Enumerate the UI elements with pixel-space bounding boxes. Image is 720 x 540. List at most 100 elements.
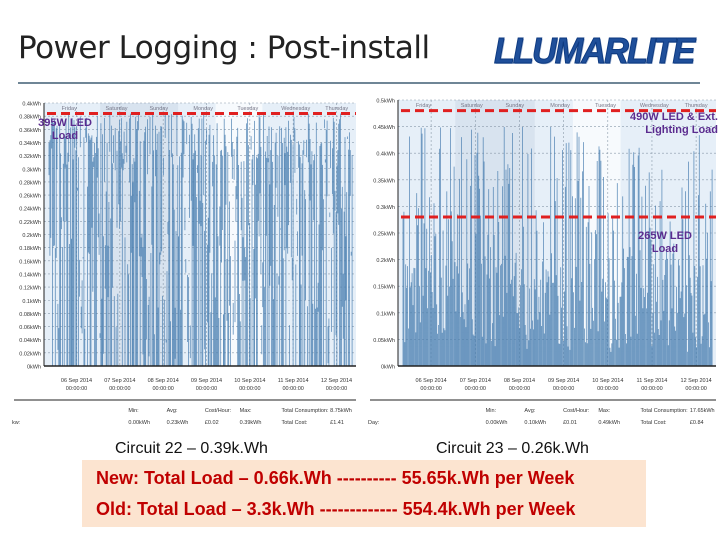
summary-new-load: New: Total Load – 0.66k.Wh ---------- 55… [96, 468, 575, 488]
stats-header: Cost/Hour: [205, 408, 232, 414]
y-tick-label: 0kWh [27, 365, 41, 371]
circuit-22-chart: 0.4kWh 0.38kWh 0.36kWh 0.34kWh 0.32kWh 0.3kWh… [10, 95, 358, 435]
y-tick-label: 0.4kWh [22, 102, 41, 108]
annotation-265w: 265W LED Load [638, 230, 692, 255]
x-tick-label: 12 Sep 2014 [681, 378, 712, 384]
x-tick-time: 00:00:00 [66, 386, 87, 392]
x-tick-label: 08 Sep 2014 [148, 378, 179, 384]
x-tick-time: 00:00:00 [282, 386, 303, 392]
x-tick-time: 00:00:00 [196, 386, 217, 392]
x-tick-label: 12 Sep 2014 [321, 378, 352, 384]
x-tick-time: 00:00:00 [553, 386, 574, 392]
y-tick-label: 0.05kWh [373, 338, 395, 344]
x-tick-label: 11 Sep 2014 [278, 378, 309, 384]
stats-value: £0.84 [690, 420, 704, 426]
y-tick-label: 0.1kWh [376, 311, 395, 317]
y-tick-label: 0kWh [381, 365, 395, 371]
y-tick-label: 0.12kWh [19, 286, 41, 292]
stats-header: Avg: [524, 408, 535, 414]
day-label: Monday [550, 103, 570, 109]
stats-value: 0.49kWh [598, 420, 620, 426]
caption-circuit-22: Circuit 22 – 0.39k.Wh [115, 440, 268, 457]
summary-old-load: Old: Total Load – 3.3k.Wh ------------- … [96, 499, 576, 519]
day-label: Tuesday [237, 106, 258, 112]
day-label: Sunday [505, 103, 524, 109]
stats-value: Total Cost: [641, 420, 667, 426]
y-tick-label: 0.35kWh [373, 178, 395, 184]
day-label: Saturday [106, 106, 128, 112]
day-label: Friday [416, 103, 432, 109]
x-tick-label: 09 Sep 2014 [191, 378, 222, 384]
y-tick-label: 0.26kWh [19, 194, 41, 200]
energy-series-line [48, 113, 353, 366]
y-tick-label: 0.2kWh [376, 258, 395, 264]
day-label: Friday [62, 106, 78, 112]
y-tick-label: 0.16kWh [19, 259, 41, 265]
x-tick-time: 00:00:00 [641, 386, 662, 392]
annotation-395w: 395W LED Load [38, 117, 92, 142]
total-consumption-value: 17.65kWh [690, 408, 715, 414]
stats-value: 0.00kWh [486, 420, 508, 426]
y-tick-label: 0.3kWh [376, 205, 395, 211]
x-tick-label: 10 Sep 2014 [234, 378, 265, 384]
y-tick-label: 0.22kWh [19, 220, 41, 226]
y-tick-label: 0.45kWh [373, 125, 395, 131]
stats-value: Total Cost: [281, 420, 307, 426]
stats-value: 0.23kWh [167, 420, 189, 426]
x-tick-time: 00:00:00 [465, 386, 486, 392]
day-label: Thursday [685, 103, 708, 109]
y-tick-label: 0.08kWh [19, 312, 41, 318]
circuit-23-chart: 0.5kWh 0.45kWh 0.4kWh 0.35kWh 0.3kWh 0.25kWh 0… [366, 92, 718, 432]
x-tick-time: 00:00:00 [420, 386, 441, 392]
y-tick-label: 0.06kWh [19, 325, 41, 331]
day-label: Thursday [325, 106, 348, 112]
y-tick-label: 0.5kWh [376, 99, 395, 105]
y-tick-label: 0.36kWh [19, 128, 41, 134]
x-tick-label: 06 Sep 2014 [416, 378, 447, 384]
stats-header: Total Consumption: [641, 408, 689, 414]
stats-value: 0.10kWh [524, 420, 546, 426]
annotation-490w: 490W LED & Ext. Lighting Load [629, 111, 718, 136]
y-tick-label: 0.18kWh [19, 246, 41, 252]
stats-header: Max: [240, 408, 252, 414]
x-tick-time: 00:00:00 [326, 386, 347, 392]
title-divider [18, 82, 700, 84]
stats-value: £0.02 [205, 420, 219, 426]
x-tick-time: 00:00:00 [509, 386, 530, 392]
y-tick-label: 0.28kWh [19, 180, 41, 186]
stats-value: £1.41 [330, 420, 344, 426]
stats-value: £0.01 [563, 420, 577, 426]
y-tick-label: 0.24kWh [19, 207, 41, 213]
slide-title: Power Logging : Post-install [18, 30, 430, 66]
stats-header: Min: [486, 408, 497, 414]
day-label: Saturday [461, 103, 483, 109]
caption-circuit-23: Circuit 23 – 0.26k.Wh [436, 440, 589, 457]
y-tick-label: 0.1kWh [22, 299, 41, 305]
summary-box: New: Total Load – 0.66k.Wh ---------- 55… [82, 460, 646, 527]
x-tick-time: 00:00:00 [685, 386, 706, 392]
day-label: Tuesday [595, 103, 616, 109]
chart-svg: 0.4kWh 0.38kWh 0.36kWh 0.34kWh 0.32kWh 0.3kWh… [12, 102, 356, 426]
y-tick-label: 0.02kWh [19, 351, 41, 357]
x-tick-time: 00:00:00 [597, 386, 618, 392]
y-tick-label: 0.38kWh [19, 115, 41, 121]
total-consumption-value: 8.75kWh [330, 408, 352, 414]
energy-series-line [402, 126, 713, 366]
x-tick-label: 07 Sep 2014 [104, 378, 135, 384]
y-tick-label: 0.15kWh [373, 285, 395, 291]
x-tick-label: 09 Sep 2014 [548, 378, 579, 384]
chart-svg: 0.5kWh 0.45kWh 0.4kWh 0.35kWh 0.3kWh 0.25kWh 0… [368, 99, 716, 426]
day-label: Wednesday [640, 103, 669, 109]
y-tick-label: 0.4kWh [376, 152, 395, 158]
y-tick-label: 0.34kWh [19, 141, 41, 147]
x-tick-label: 08 Sep 2014 [504, 378, 535, 384]
x-tick-label: 10 Sep 2014 [592, 378, 623, 384]
stats-header: Cost/Hour: [563, 408, 590, 414]
stats-row-label: Day: [368, 420, 380, 426]
x-tick-time: 00:00:00 [239, 386, 260, 392]
y-tick-label: 0.04kWh [19, 338, 41, 344]
stats-row-label: kw: [12, 420, 21, 426]
stats-value: 0.39kWh [240, 420, 262, 426]
y-tick-label: 0.2kWh [22, 233, 41, 239]
x-tick-label: 06 Sep 2014 [61, 378, 92, 384]
